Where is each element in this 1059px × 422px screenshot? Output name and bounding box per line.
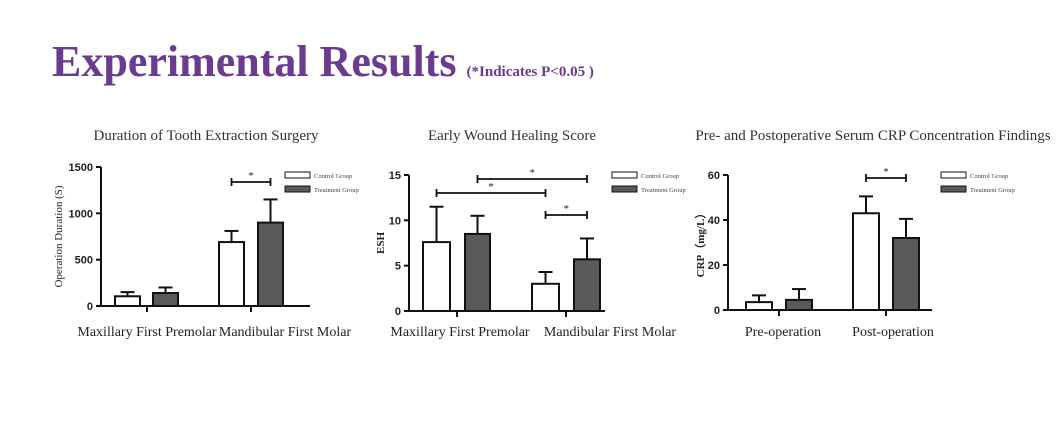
- chart-title-duration: Duration of Tooth Extraction Surgery: [93, 128, 319, 144]
- bar-control: [114, 295, 141, 307]
- y-tick-label: 15: [389, 170, 401, 182]
- category-label: Mandibular First Molar: [544, 325, 677, 340]
- bar-treatment: [152, 292, 179, 308]
- bar-control: [531, 282, 560, 312]
- legend-label: Control Group: [641, 173, 679, 180]
- legend-swatch: [611, 185, 638, 193]
- page-title: Experimental Results (*Indicates P<0.05 ): [52, 36, 594, 87]
- chart-title-crp: Pre- and Postoperative Serum CRP Concent…: [695, 128, 1051, 144]
- legend-swatch: [611, 171, 638, 179]
- legend-swatch: [284, 171, 311, 179]
- legend-label: Control Group: [970, 173, 1008, 180]
- category-label: Mandibular First Molar: [219, 325, 352, 340]
- chart-title-esh: Early Wound Healing Score: [427, 128, 597, 144]
- bar-treatment: [464, 232, 491, 312]
- legend-swatch: [940, 171, 967, 179]
- bar-control: [218, 241, 245, 307]
- bar-control: [745, 301, 773, 311]
- y-tick-label: 0: [395, 306, 401, 318]
- significance-label: *: [883, 166, 889, 178]
- legend-swatch: [284, 185, 311, 193]
- legend-label: Control Group: [314, 173, 352, 180]
- title-text: Experimental Results: [52, 37, 457, 86]
- y-axis-label: CRP（mg/L）: [694, 208, 707, 278]
- legend-swatch: [940, 185, 967, 193]
- significance-label: *: [564, 203, 570, 215]
- bar-control: [852, 212, 880, 311]
- category-label: Pre-operation: [745, 325, 821, 340]
- bar-treatment: [573, 258, 601, 313]
- y-tick-label: 10: [389, 215, 401, 227]
- significance-label: *: [248, 170, 254, 182]
- y-tick-label: 20: [708, 260, 720, 272]
- y-tick-label: 0: [714, 305, 720, 317]
- significance-label: *: [488, 181, 494, 193]
- bar-treatment: [892, 237, 920, 311]
- bar-treatment: [785, 298, 813, 311]
- bar-treatment: [257, 221, 284, 308]
- y-tick-label: 5: [395, 261, 401, 273]
- y-tick-label: 1500: [69, 162, 93, 174]
- significance-note: (*Indicates P<0.05 ): [466, 64, 594, 80]
- y-tick-label: 40: [708, 215, 720, 227]
- y-axis-label: Operation Duration (S): [53, 185, 65, 287]
- y-axis-label: ESH: [375, 232, 387, 254]
- category-label: Maxillary First Premolar: [390, 325, 530, 340]
- category-label: Maxillary First Premolar: [77, 325, 217, 340]
- category-label: Post-operation: [852, 325, 934, 340]
- y-tick-label: 60: [708, 170, 720, 182]
- legend-label: Treatment Group: [314, 187, 359, 194]
- significance-label: *: [530, 167, 536, 179]
- y-tick-label: 1000: [69, 208, 93, 220]
- y-tick-label: 0: [87, 301, 93, 313]
- legend-label: Treatment Group: [641, 187, 686, 194]
- bar-control: [422, 241, 451, 313]
- legend-label: Treatment Group: [970, 187, 1015, 194]
- y-tick-label: 500: [75, 255, 93, 267]
